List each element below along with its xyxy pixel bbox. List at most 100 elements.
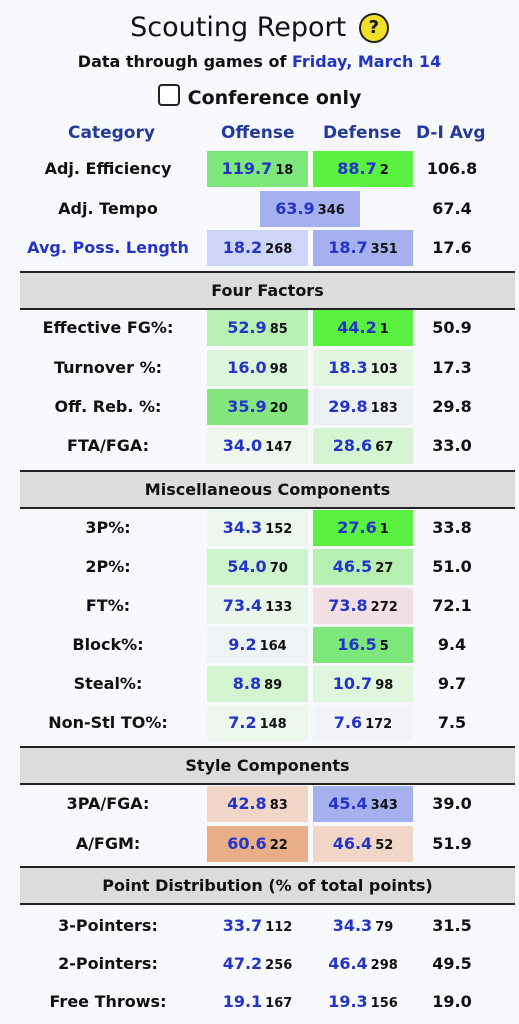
section-point-distribution: Point Distribution (% of total points) <box>20 866 515 905</box>
defense-value[interactable]: 28.6 <box>332 436 373 455</box>
defense-value[interactable]: 73.8 <box>328 596 368 615</box>
offense-cell: 34.3 152 <box>207 510 308 546</box>
row-label: Turnover %: <box>54 358 162 377</box>
offense-value[interactable]: 7.2 <box>228 713 257 732</box>
offense-rank: 152 <box>265 522 293 537</box>
defense-value[interactable]: 46.5 <box>332 557 373 576</box>
offense-cell: 8.8 89 <box>207 666 308 702</box>
avg-value: 49.5 <box>432 954 472 973</box>
offense-cell: 35.9 20 <box>207 389 308 425</box>
defense-rank: 5 <box>379 639 389 654</box>
row-steal-pct: Steal%: 8.8 89 10.7 98 9.7 <box>0 665 519 703</box>
offense-value[interactable]: 54.0 <box>227 557 267 576</box>
defense-cell: 44.2 1 <box>313 310 413 346</box>
offense-rank: 164 <box>259 639 287 654</box>
defense-value[interactable]: 7.6 <box>333 713 363 732</box>
defense-value[interactable]: 29.8 <box>328 397 368 416</box>
header-offense[interactable]: Offense <box>221 123 295 143</box>
offense-cell: 54.0 70 <box>207 549 308 585</box>
offense-value[interactable]: 73.4 <box>222 596 263 615</box>
defense-cell: 73.8 272 <box>313 588 413 624</box>
conference-only-checkbox[interactable] <box>157 84 180 106</box>
defense-rank: 1 <box>379 322 389 337</box>
offense-value[interactable]: 34.0 <box>222 436 263 455</box>
avg-value: 39.0 <box>432 794 472 813</box>
offense-rank: 83 <box>269 798 288 813</box>
offense-value[interactable]: 33.7 <box>222 916 263 935</box>
defense-value[interactable]: 44.2 <box>337 318 377 337</box>
row-3-pointers: 3-Pointers: 33.7 112 34.3 79 31.5 <box>0 907 519 945</box>
defense-value[interactable]: 45.4 <box>328 794 368 813</box>
row-2p-pct: 2P%: 54.0 70 46.5 27 51.0 <box>0 548 519 586</box>
row-adj-efficiency: Adj. Efficiency 119.7 18 88.7 2 106.8 <box>0 150 519 188</box>
page-title: Scouting Report ? <box>0 10 519 46</box>
defense-value[interactable]: 18.3 <box>328 358 368 377</box>
offense-rank: 98 <box>269 362 288 377</box>
row-label: 2-Pointers: <box>58 954 158 973</box>
row-label: 3P%: <box>85 518 131 537</box>
row-3p-pct: 3P%: 34.3 152 27.6 1 33.8 <box>0 509 519 547</box>
tempo-rank: 346 <box>317 203 345 218</box>
subtitle-prefix: Data through games of <box>77 52 292 71</box>
subtitle-date-link[interactable]: Friday, March 14 <box>292 52 442 71</box>
defense-rank: 172 <box>365 717 393 732</box>
offense-value[interactable]: 19.1 <box>222 992 263 1011</box>
defense-cell: 45.4 343 <box>313 786 413 822</box>
offense-value[interactable]: 34.3 <box>222 518 263 537</box>
offense-value[interactable]: 52.9 <box>227 318 267 337</box>
defense-value[interactable]: 46.4 <box>328 954 368 973</box>
defense-value[interactable]: 16.5 <box>337 635 377 654</box>
defense-value[interactable]: 18.7 <box>328 238 368 257</box>
avg-value: 51.9 <box>432 834 472 853</box>
offense-rank: 112 <box>265 920 293 935</box>
row-turnover: Turnover %: 16.0 98 18.3 103 17.3 <box>0 349 519 387</box>
defense-cell: 16.5 5 <box>313 627 413 663</box>
row-avg-poss-length: Avg. Poss. Length 18.2 268 18.7 351 17.6 <box>0 229 519 267</box>
defense-cell: 29.8 183 <box>313 389 413 425</box>
defense-value[interactable]: 46.4 <box>332 834 373 853</box>
offense-cell: 33.7 112 <box>207 908 308 944</box>
avg-value: 17.6 <box>432 238 472 257</box>
column-headers: Category Offense Defense D-I Avg <box>0 120 519 158</box>
header-avg[interactable]: D-I Avg <box>416 123 486 143</box>
defense-value[interactable]: 10.7 <box>332 674 373 693</box>
defense-cell: 7.6 172 <box>313 705 413 741</box>
row-a-fgm: A/FGM: 60.6 22 46.4 52 51.9 <box>0 825 519 863</box>
offense-value[interactable]: 119.7 <box>221 159 273 178</box>
defense-value[interactable]: 27.6 <box>337 518 377 537</box>
offense-value[interactable]: 35.9 <box>227 397 267 416</box>
offense-value[interactable]: 9.2 <box>228 635 257 654</box>
tempo-value[interactable]: 63.9 <box>275 199 315 218</box>
offense-rank: 89 <box>264 678 283 693</box>
header-defense[interactable]: Defense <box>323 123 402 143</box>
defense-rank: 2 <box>379 163 389 178</box>
defense-value[interactable]: 34.3 <box>332 916 373 935</box>
offense-value[interactable]: 8.8 <box>232 674 262 693</box>
avg-value: 67.4 <box>432 199 472 218</box>
offense-cell: 52.9 85 <box>207 310 308 346</box>
avg-value: 72.1 <box>432 596 472 615</box>
offense-rank: 133 <box>265 600 293 615</box>
row-label: Free Throws: <box>49 992 167 1011</box>
defense-rank: 52 <box>375 838 394 853</box>
row-label: Effective FG%: <box>42 318 174 337</box>
avg-value: 106.8 <box>426 159 478 178</box>
offense-cell: 19.1 167 <box>207 984 308 1020</box>
header-category[interactable]: Category <box>68 123 155 143</box>
offense-value[interactable]: 16.0 <box>227 358 267 377</box>
offense-value[interactable]: 42.8 <box>227 794 267 813</box>
help-icon[interactable]: ? <box>358 13 389 43</box>
conference-only-toggle[interactable]: Conference only <box>0 84 519 110</box>
defense-value[interactable]: 19.3 <box>328 992 368 1011</box>
offense-value[interactable]: 18.2 <box>222 238 263 257</box>
avg-poss-length-link[interactable]: Avg. Poss. Length <box>27 238 189 257</box>
row-label: 2P%: <box>85 557 131 576</box>
offense-cell: 9.2 164 <box>207 627 308 663</box>
offense-value[interactable]: 60.6 <box>227 834 267 853</box>
avg-value: 19.0 <box>432 992 472 1011</box>
defense-cell: 10.7 98 <box>313 666 413 702</box>
offense-value[interactable]: 47.2 <box>222 954 263 973</box>
row-off-reb: Off. Reb. %: 35.9 20 29.8 183 29.8 <box>0 388 519 426</box>
avg-value: 50.9 <box>432 318 472 337</box>
defense-value[interactable]: 88.7 <box>337 159 377 178</box>
